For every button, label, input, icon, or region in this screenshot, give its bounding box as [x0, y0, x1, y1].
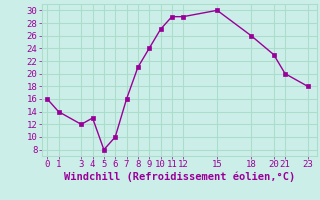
- X-axis label: Windchill (Refroidissement éolien,°C): Windchill (Refroidissement éolien,°C): [64, 172, 295, 182]
